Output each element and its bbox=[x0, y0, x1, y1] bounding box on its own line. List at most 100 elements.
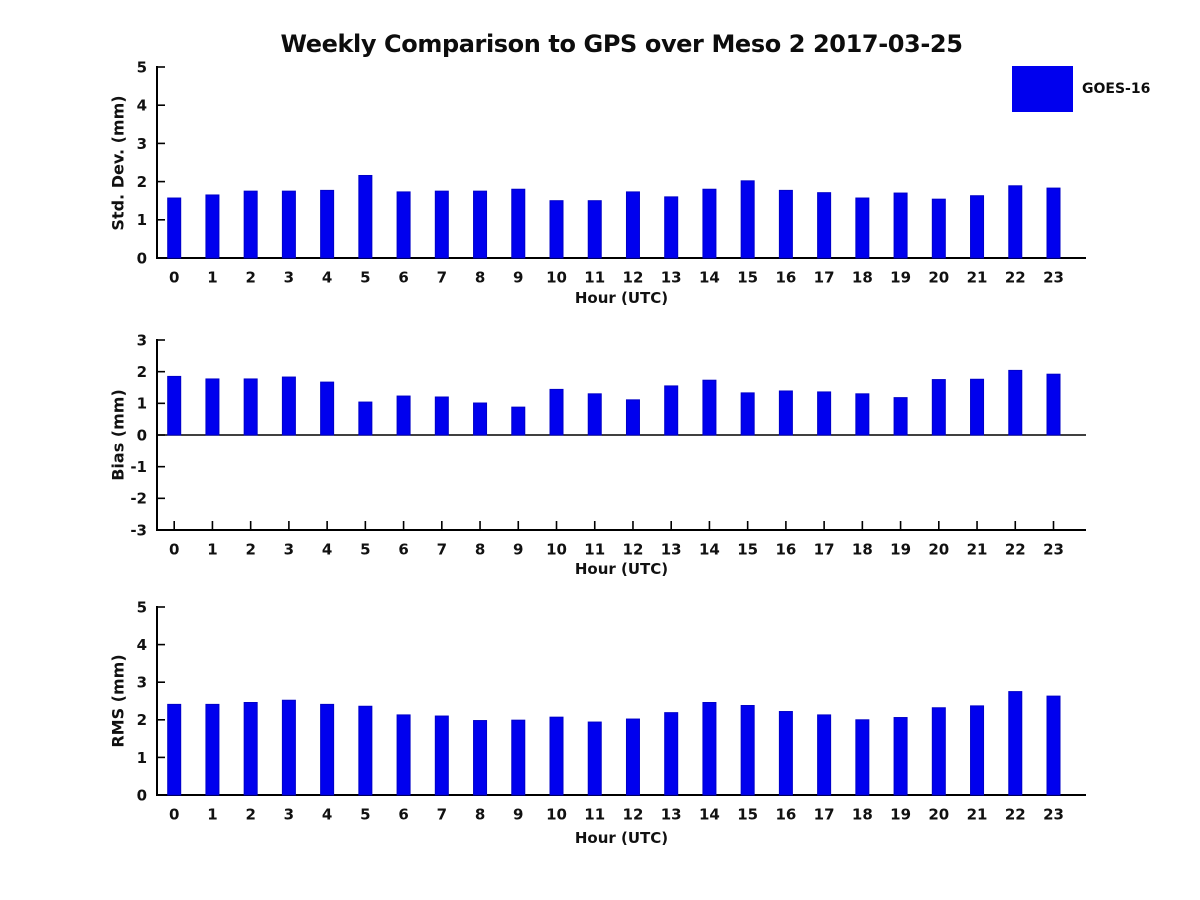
x-tick-label: 13 bbox=[661, 540, 682, 558]
x-tick-label: 18 bbox=[852, 268, 873, 286]
bar-hour-10 bbox=[549, 716, 564, 796]
bar-hour-18 bbox=[855, 719, 870, 796]
x-tick-label: 15 bbox=[737, 268, 758, 286]
bar-hour-1 bbox=[205, 378, 220, 436]
x-tick-label: 13 bbox=[661, 805, 682, 823]
x-tick-label: 14 bbox=[699, 540, 720, 558]
bar-hour-22 bbox=[1008, 369, 1023, 436]
x-tick-label: 20 bbox=[928, 805, 949, 823]
x-tick-label: 8 bbox=[475, 540, 485, 558]
x-tick-label: 0 bbox=[169, 540, 179, 558]
x-tick-label: 0 bbox=[169, 268, 179, 286]
chart-title: Weekly Comparison to GPS over Meso 2 201… bbox=[280, 30, 963, 58]
bar-hour-16 bbox=[778, 711, 793, 796]
bar-hour-8 bbox=[473, 402, 488, 436]
bar-hour-11 bbox=[587, 721, 602, 796]
x-tick-label: 7 bbox=[437, 805, 447, 823]
bar-hour-1 bbox=[205, 703, 220, 796]
x-tick-label: 6 bbox=[398, 805, 408, 823]
y-tick-label: 0 bbox=[137, 249, 147, 267]
x-tick-label: 22 bbox=[1005, 268, 1026, 286]
bar-hour-4 bbox=[320, 381, 335, 436]
x-tick-label: 1 bbox=[207, 268, 217, 286]
y-tick-label: -2 bbox=[130, 490, 147, 508]
bar-hour-17 bbox=[817, 714, 832, 796]
bar-hour-13 bbox=[664, 196, 679, 259]
x-tick-label: 10 bbox=[546, 268, 567, 286]
bar-hour-2 bbox=[243, 702, 258, 796]
bar-hour-15 bbox=[740, 180, 755, 259]
bar-hour-4 bbox=[320, 703, 335, 796]
x-tick-label: 9 bbox=[513, 805, 523, 823]
bar-hour-0 bbox=[167, 197, 182, 259]
x-tick-label: 3 bbox=[284, 268, 294, 286]
y-tick-label: 1 bbox=[137, 211, 147, 229]
x-tick-label: 12 bbox=[623, 268, 644, 286]
bar-hour-7 bbox=[434, 396, 449, 436]
x-tick-label: 4 bbox=[322, 540, 332, 558]
bar-hour-23 bbox=[1046, 373, 1061, 436]
bar-hour-9 bbox=[511, 719, 526, 796]
bar-hour-21 bbox=[970, 705, 985, 796]
bar-hour-22 bbox=[1008, 691, 1023, 796]
bar-hour-13 bbox=[664, 385, 679, 436]
bar-hour-14 bbox=[702, 379, 717, 436]
bar-hour-9 bbox=[511, 188, 526, 259]
bar-hour-23 bbox=[1046, 187, 1061, 259]
bar-hour-5 bbox=[358, 174, 373, 259]
bar-hour-10 bbox=[549, 200, 564, 259]
x-tick-label: 20 bbox=[928, 268, 949, 286]
bar-hour-7 bbox=[434, 190, 449, 259]
legend: GOES-16 bbox=[1012, 66, 1150, 112]
bar-hour-5 bbox=[358, 401, 373, 436]
bar-hour-19 bbox=[893, 717, 908, 796]
x-tick-label: 23 bbox=[1043, 268, 1064, 286]
bar-hour-0 bbox=[167, 703, 182, 796]
y-tick-label: 1 bbox=[137, 749, 147, 767]
bar-hour-5 bbox=[358, 705, 373, 796]
bar-hour-3 bbox=[281, 190, 296, 259]
x-tick-label: 20 bbox=[928, 540, 949, 558]
y-tick-label: 4 bbox=[137, 97, 147, 115]
bar-hour-8 bbox=[473, 720, 488, 796]
legend-swatch-goes16 bbox=[1012, 66, 1073, 112]
stddev-x-axis-label: Hour (UTC) bbox=[574, 289, 669, 307]
bar-hour-0 bbox=[167, 375, 182, 436]
bar-hour-18 bbox=[855, 197, 870, 259]
x-tick-label: 19 bbox=[890, 805, 911, 823]
y-tick-label: -3 bbox=[130, 521, 147, 539]
bar-hour-17 bbox=[817, 192, 832, 259]
legend-label: GOES-16 bbox=[1082, 81, 1151, 97]
bar-hour-20 bbox=[931, 379, 946, 436]
x-tick-label: 1 bbox=[207, 805, 217, 823]
x-tick-label: 13 bbox=[661, 268, 682, 286]
bar-hour-14 bbox=[702, 188, 717, 259]
bar-hour-6 bbox=[396, 395, 411, 436]
x-tick-label: 17 bbox=[814, 540, 835, 558]
x-tick-label: 21 bbox=[967, 268, 988, 286]
x-tick-label: 5 bbox=[360, 540, 370, 558]
x-tick-label: 19 bbox=[890, 540, 911, 558]
bias-y-axis-label: Bias (mm) bbox=[108, 389, 128, 481]
x-tick-label: 11 bbox=[584, 805, 605, 823]
x-tick-label: 17 bbox=[814, 805, 835, 823]
bias-x-axis-label: Hour (UTC) bbox=[574, 560, 669, 578]
x-tick-label: 19 bbox=[890, 268, 911, 286]
x-tick-label: 2 bbox=[245, 805, 255, 823]
x-tick-label: 10 bbox=[546, 805, 567, 823]
x-tick-label: 6 bbox=[398, 268, 408, 286]
x-tick-label: 8 bbox=[475, 805, 485, 823]
y-tick-label: 0 bbox=[137, 426, 147, 444]
bar-hour-16 bbox=[778, 390, 793, 436]
x-tick-label: 2 bbox=[245, 268, 255, 286]
y-tick-label: 3 bbox=[137, 674, 147, 692]
y-tick-label: 5 bbox=[137, 58, 147, 76]
x-tick-label: 9 bbox=[513, 540, 523, 558]
x-tick-label: 23 bbox=[1043, 540, 1064, 558]
x-tick-label: 16 bbox=[775, 805, 796, 823]
bar-hour-17 bbox=[817, 391, 832, 436]
